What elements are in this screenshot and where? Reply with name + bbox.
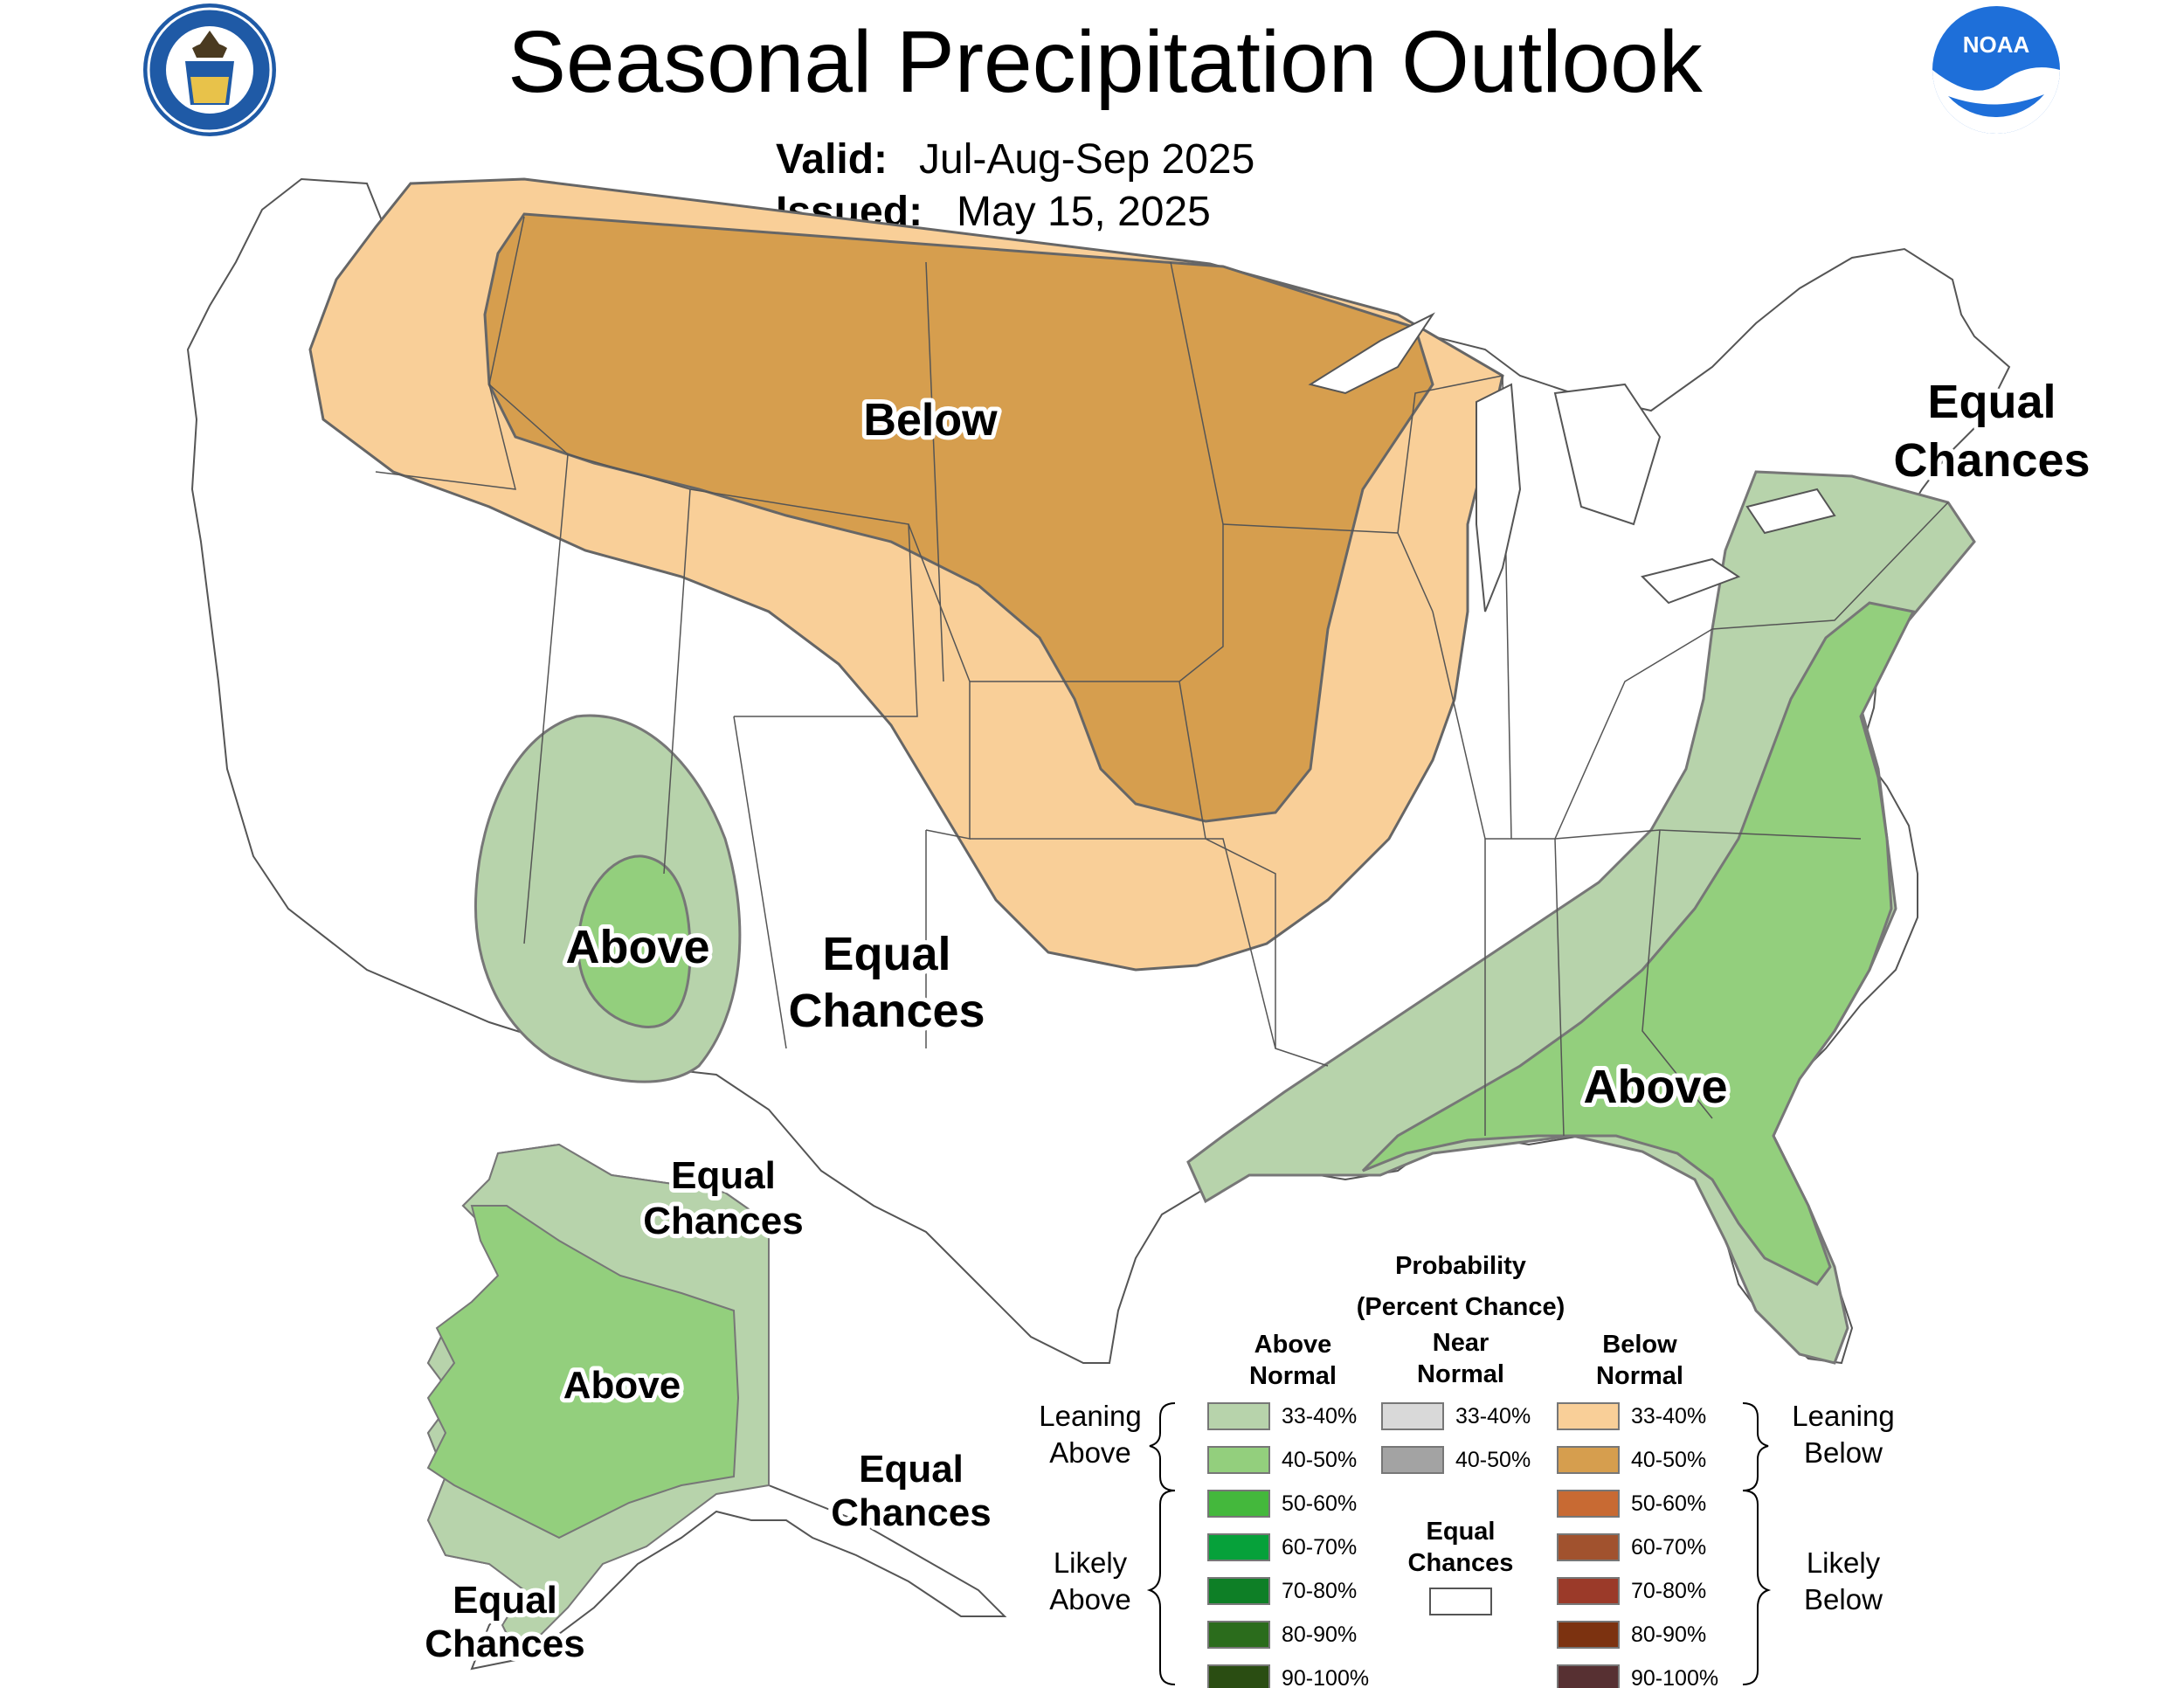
legend-below-normal-head-line2: Normal [1596,1362,1683,1390]
legend-above-swatch-4 [1207,1533,1270,1561]
legend: Probability (Percent Chance) Above Norma… [1039,1252,1895,1688]
below-region-label: Below [863,395,998,446]
below-40-50-region [483,212,1434,823]
legend-leaning-below-line2: Below [1804,1436,1883,1469]
northeast-equal-chances-label-line2: Chances [1893,434,2090,487]
southeast-above-leaning-region [1186,470,1976,1365]
legend-below-normal-head-line1: Below [1602,1331,1677,1359]
legend-below-label-2: 40-50% [1631,1448,1706,1472]
legend-below-swatch-7 [1557,1664,1620,1688]
legend-near-normal-head-line2: Normal [1417,1360,1504,1388]
legend-above-swatch-3 [1207,1490,1270,1518]
legend-below-swatch-2 [1557,1446,1620,1474]
alaska-equal-southwest-label-line1: Equal [453,1579,557,1622]
alaska-equal-southwest-label-line2: Chances [425,1622,584,1665]
legend-near-label-1: 33-40% [1455,1404,1531,1429]
central-equal-chances-label-line2: Chances [788,985,985,1037]
legend-below-label-6: 80-90% [1631,1622,1706,1647]
legend-above-label-3: 50-60% [1282,1491,1357,1516]
commerce-seal-logo [143,3,276,136]
alaska-equal-southeast-label-line1: Equal [859,1448,964,1491]
central-equal-chances-label-line1: Equal [822,928,950,980]
legend-equal-chances-line1: Equal [1427,1518,1496,1546]
noaa-logo: NOAA [1932,6,2060,134]
legend-above-swatch-1 [1207,1402,1270,1430]
page-title: Seasonal Precipitation Outlook [508,13,1703,111]
legend-above-swatch-2 [1207,1446,1270,1474]
legend-below-label-4: 60-70% [1631,1535,1706,1560]
legend-above-label-1: 33-40% [1282,1404,1357,1429]
legend-leaning-above-line1: Leaning [1039,1400,1141,1432]
legend-below-swatch-6 [1557,1621,1620,1649]
southwest-above-40-50-region [577,854,692,1029]
alaska-map: Above Equal Chances Equal Chances Equal … [420,1143,1007,1671]
state-borders [375,216,1949,1137]
alaska-equal-north-label-line1: Equal [671,1154,776,1197]
southeast-above-label: Above [1583,1061,1727,1113]
legend-likely-below-line1: Likely [1807,1546,1881,1579]
noaa-logo-text: NOAA [1963,31,2030,58]
legend-below-label-7: 90-100% [1631,1666,1718,1688]
legend-near-column: 33-40% 40-50% [1381,1402,1531,1474]
legend-near-swatch-2 [1381,1446,1444,1474]
legend-below-swatch-1 [1557,1402,1620,1430]
legend-above-label-2: 40-50% [1282,1448,1357,1472]
legend-below-label-1: 33-40% [1631,1404,1706,1429]
legend-likely-below-line2: Below [1804,1583,1883,1615]
legend-above-label-7: 90-100% [1282,1666,1369,1688]
legend-leaning-above-line2: Above [1049,1436,1131,1469]
legend-above-swatch-6 [1207,1621,1270,1649]
legend-leaning-below-line1: Leaning [1792,1400,1894,1432]
legend-braces [1146,1402,1772,1685]
legend-equal-chances-line2: Chances [1408,1549,1514,1577]
legend-near-swatch-1 [1381,1402,1444,1430]
valid-label: Valid: [776,136,888,183]
great-lakes [1308,312,1836,612]
legend-below-label-3: 50-60% [1631,1491,1706,1516]
legend-equal-chances-swatch [1429,1588,1492,1615]
southeast-above-40-50-region [1361,601,1916,1286]
legend-below-swatch-3 [1557,1490,1620,1518]
alaska-equal-southeast-label-line2: Chances [831,1491,991,1534]
legend-near-normal-head-line1: Near [1433,1329,1489,1357]
legend-likely-above-line2: Above [1049,1583,1131,1615]
legend-below-swatch-4 [1557,1533,1620,1561]
northeast-equal-chances-label-line1: Equal [1927,376,2056,428]
legend-above-label-4: 60-70% [1282,1535,1357,1560]
legend-above-normal-head-line1: Above [1254,1331,1332,1359]
valid-value: Jul-Aug-Sep 2025 [919,136,1254,183]
legend-above-swatch-5 [1207,1577,1270,1605]
alaska-equal-north-label-line2: Chances [643,1200,803,1242]
legend-above-normal-head-line2: Normal [1249,1362,1337,1390]
legend-above-swatch-7 [1207,1664,1270,1688]
alaska-above-label: Above [563,1364,681,1407]
legend-below-swatch-5 [1557,1577,1620,1605]
legend-below-column: 33-40% 40-50% 50-60% 60-70% 70-80% 80-90% 90-1… [1557,1402,1718,1688]
legend-title-line2: (Percent Chance) [1357,1293,1565,1321]
legend-below-label-5: 70-80% [1631,1579,1706,1603]
legend-above-column: 33-40% 40-50% 50-60% 60-70% 70-80% 80-90% 90-1… [1207,1402,1369,1688]
alaska-above-40-50-region [426,1205,740,1539]
legend-title-line1: Probability [1395,1252,1526,1280]
legend-near-label-2: 40-50% [1455,1448,1531,1472]
legend-above-label-6: 80-90% [1282,1622,1357,1647]
southwest-above-label: Above [565,921,709,973]
legend-above-label-5: 70-80% [1282,1579,1357,1603]
legend-likely-above-line1: Likely [1054,1546,1128,1579]
issued-value: May 15, 2025 [957,189,1211,235]
header: Seasonal Precipitation Outlook Valid: Ju… [508,13,1703,235]
conus-map: Below Above Equal Chances Equal Chances … [186,177,2095,1365]
